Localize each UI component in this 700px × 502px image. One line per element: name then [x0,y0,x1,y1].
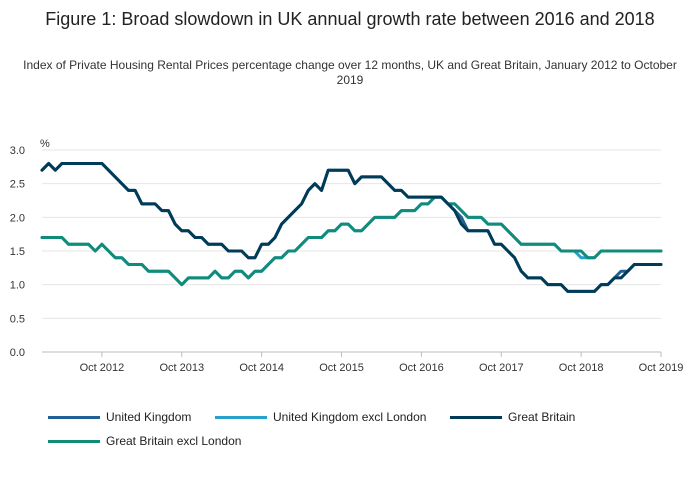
y-tick-label: 2.5 [10,179,25,191]
legend-item-uk-excl-london[interactable]: United Kingdom excl London [215,410,426,424]
x-tick-label: Oct 2014 [239,362,284,374]
legend-label-gb: Great Britain [508,410,576,424]
x-tick-label: Oct 2019 [639,362,684,374]
legend-swatch-gb-excl-london [48,439,100,443]
legend-swatch-uk [48,415,100,419]
y-tick-label: 1.5 [10,246,25,258]
y-tick-label: 2.0 [10,212,25,224]
y-tick-label: 0.5 [10,313,25,325]
legend-item-uk[interactable]: United Kingdom [48,410,191,424]
legend-label-gb-excl-london: Great Britain excl London [106,434,242,448]
line-chart: 0.00.51.01.52.02.53.0 Oct 2012 Oct 2013 Oc… [10,138,684,374]
y-axis: 0.0 0.5 1.0 1.5 2.0 2.5 3.0 [10,145,25,359]
series-line-united-kingdom-excl-london[interactable] [40,195,663,287]
legend-item-gb-excl-london[interactable]: Great Britain excl London [48,434,241,448]
chart-title: Figure 1: Broad slowdown in UK annual gr… [45,9,655,29]
series-lines [40,161,663,293]
x-tick-label: Oct 2016 [399,362,444,374]
y-tick-label: 0.0 [10,347,25,359]
gridlines [42,149,661,353]
x-tick-label: Oct 2015 [319,362,364,374]
y-tick-label: 1.0 [10,280,25,292]
y-axis-label: % [40,138,50,150]
x-tick-label: Oct 2018 [559,362,604,374]
legend-item-gb[interactable]: Great Britain [450,410,575,424]
legend-label-uk: United Kingdom [106,410,192,424]
series-line-great-britain-excl-london[interactable] [40,195,663,287]
x-axis: Oct 2012 Oct 2013 Oct 2014 Oct 2015 Oct 2016… [80,352,684,374]
chart-subtitle: Index of Private Housing Rental Prices p… [23,58,677,87]
legend-label-uk-excl-london: United Kingdom excl London [273,410,427,424]
legend-swatch-gb [450,415,502,419]
x-tick-label: Oct 2017 [479,362,524,374]
y-tick-label: 3.0 [10,145,25,157]
legend-swatch-uk-excl-london [215,415,267,419]
x-tick-label: Oct 2012 [80,362,125,374]
x-tick-label: Oct 2013 [159,362,204,374]
series-line-great-britain[interactable] [40,161,663,293]
